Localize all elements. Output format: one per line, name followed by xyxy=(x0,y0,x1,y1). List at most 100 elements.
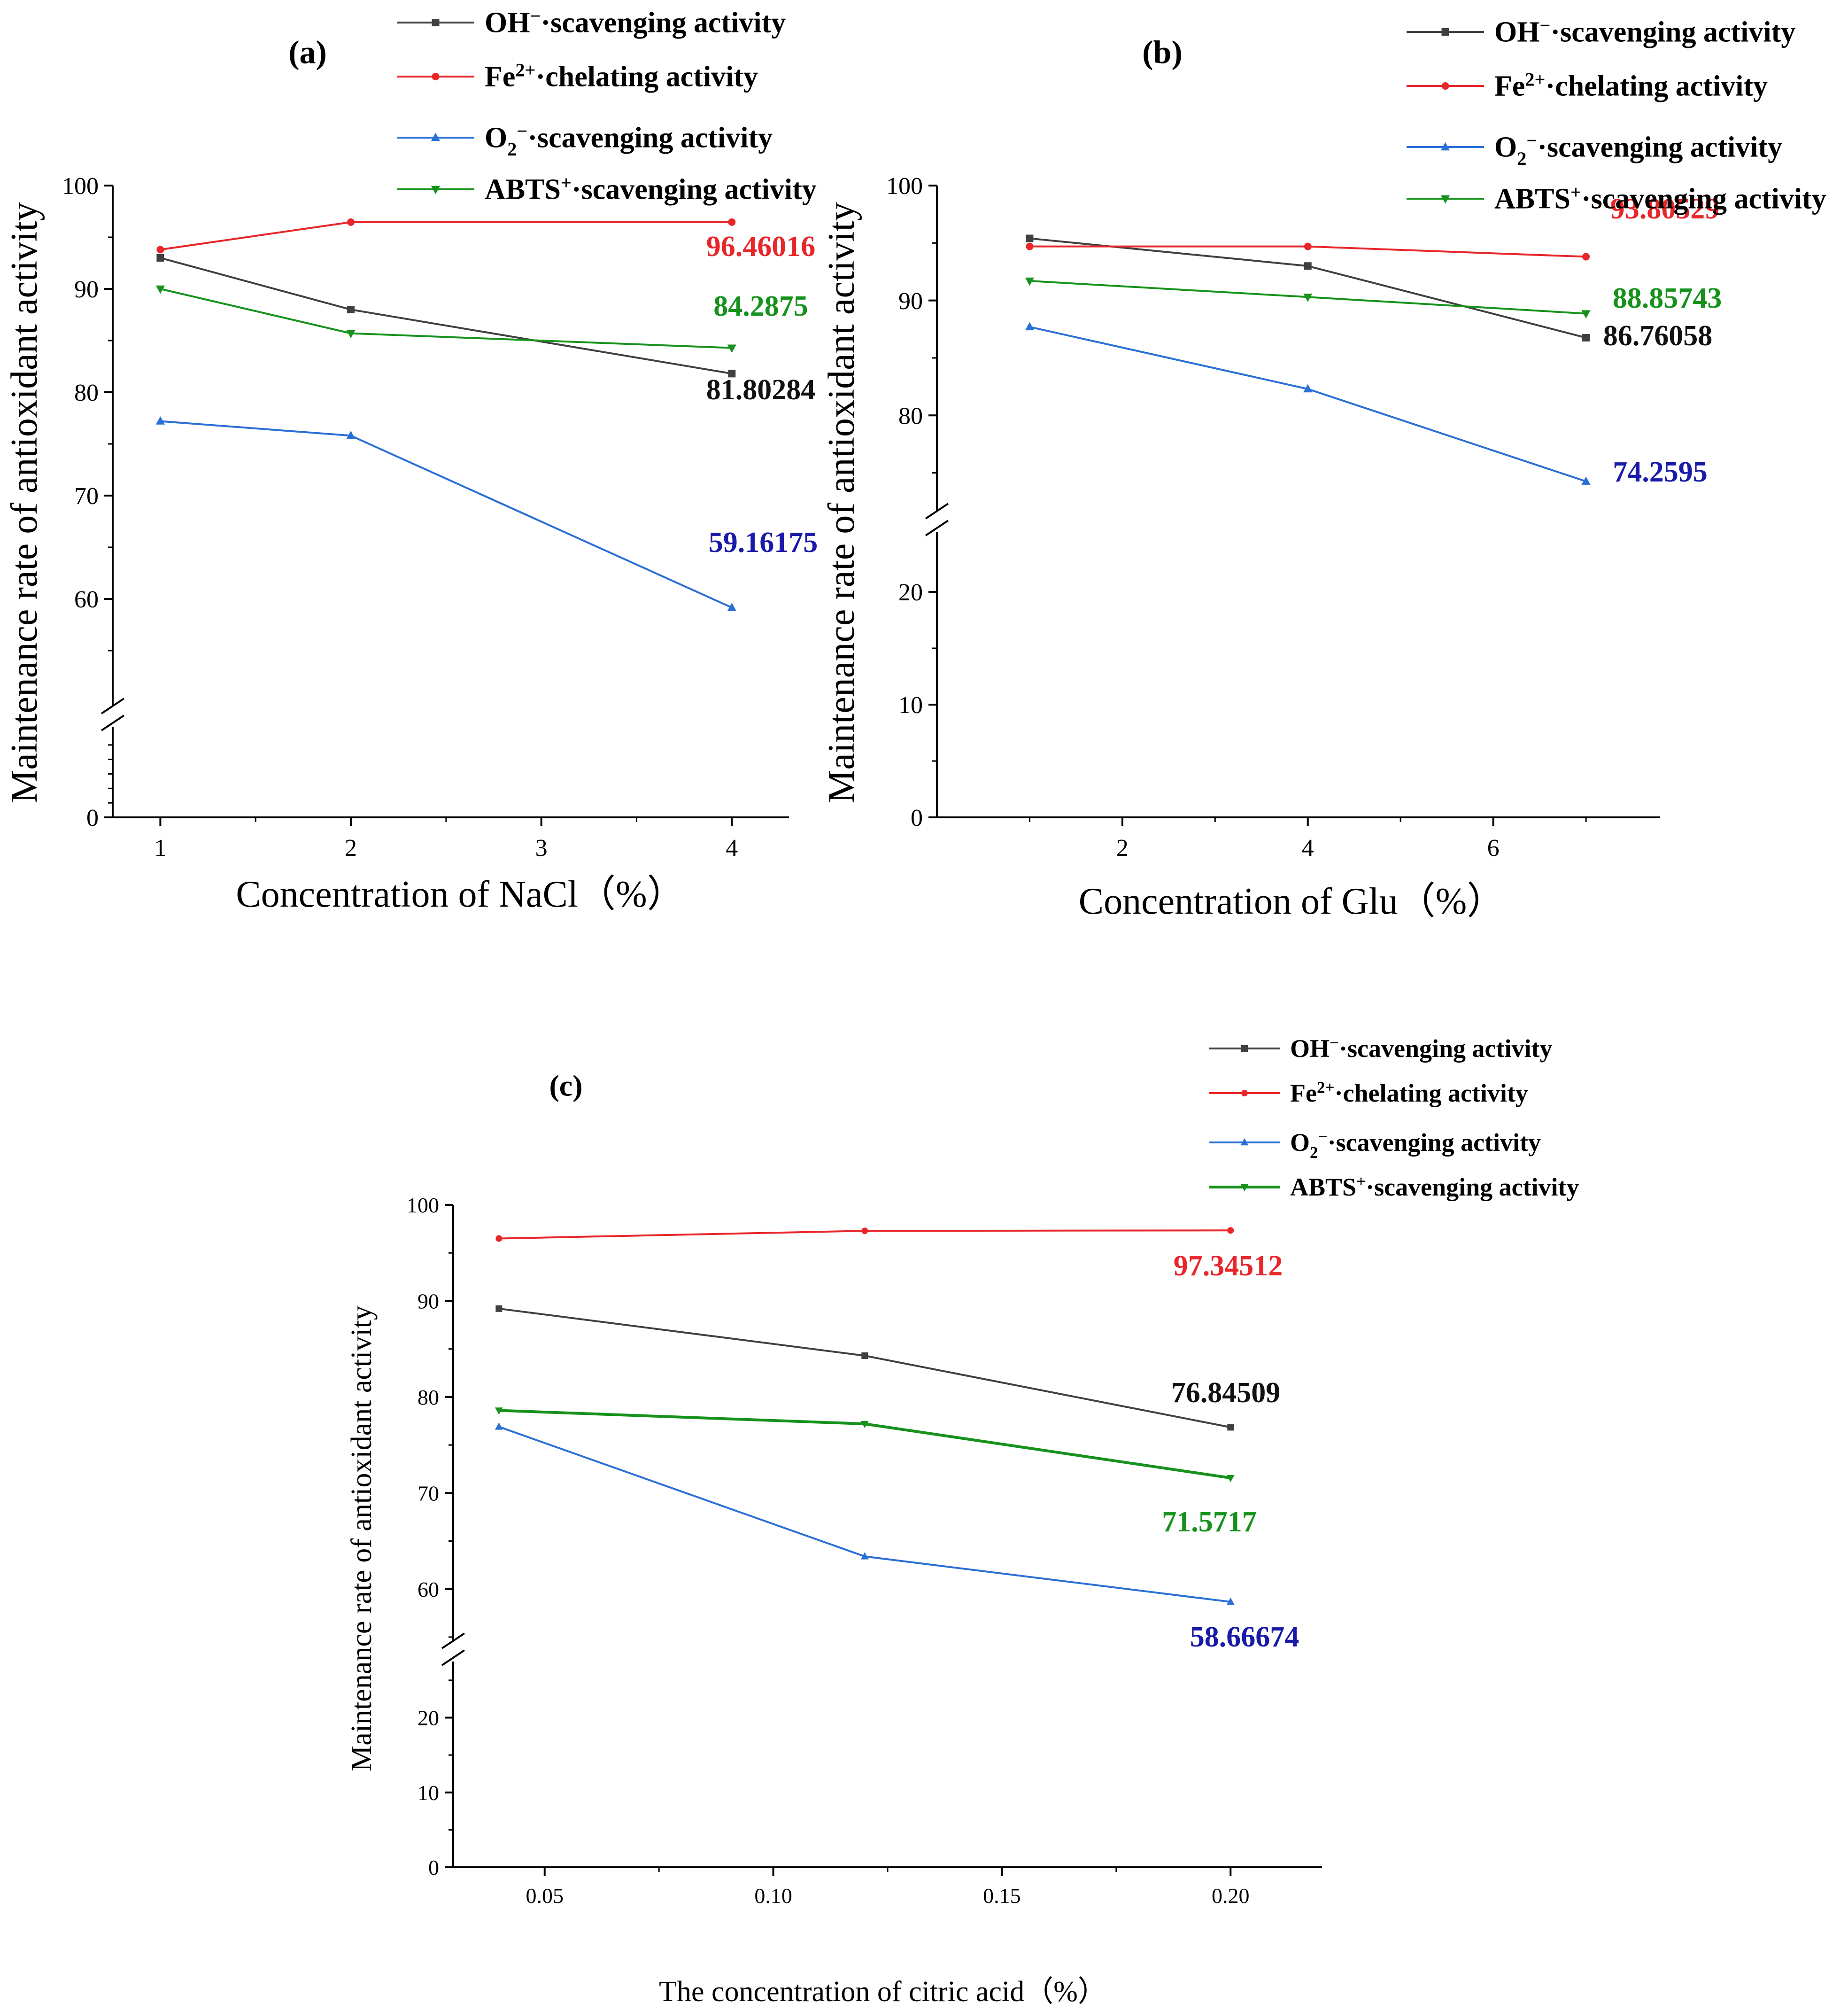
axis-break-mark xyxy=(925,503,949,520)
data-point xyxy=(346,431,356,439)
legend-main: Fe xyxy=(1290,1079,1317,1107)
legend-rest: ·chelating activity xyxy=(1334,1079,1528,1107)
legend-marker xyxy=(1441,28,1449,36)
legend-main: ABTS xyxy=(485,173,561,205)
legend-label: O2−·scavenging activity xyxy=(1290,1127,1541,1161)
panel-label: (b) xyxy=(1142,35,1183,71)
data-label: 93.80529 xyxy=(1610,193,1720,225)
data-point xyxy=(346,330,356,338)
y-tick-label: 100 xyxy=(886,173,923,200)
data-point xyxy=(495,1407,503,1415)
x-tick-label: 4 xyxy=(1302,835,1314,862)
legend-marker xyxy=(431,186,441,194)
legend-main: ABTS xyxy=(1494,183,1570,215)
x-tick-label: 4 xyxy=(726,835,738,862)
data-point xyxy=(156,254,164,262)
legend-rest: ·chelating activity xyxy=(536,61,758,93)
legend-sup: 2+ xyxy=(515,59,535,80)
data-point xyxy=(861,1352,868,1359)
legend-rest: ·scavenging activity xyxy=(572,173,817,205)
data-point xyxy=(1304,242,1312,250)
legend-main: OH xyxy=(1290,1034,1330,1063)
y-tick-label: 20 xyxy=(418,1706,439,1730)
legend-label: O2−·scavenging activity xyxy=(485,120,773,159)
axis-break-mark xyxy=(441,1632,465,1649)
series-3 xyxy=(1025,322,1591,485)
legend-main: OH xyxy=(1494,16,1539,48)
y-tick-label: 60 xyxy=(74,586,99,613)
legend-sup: − xyxy=(530,5,541,26)
data-point xyxy=(1582,253,1590,261)
data-label: 86.76058 xyxy=(1603,320,1713,352)
legend-rest: ·scavenging activity xyxy=(1366,1173,1579,1201)
legend-sup: − xyxy=(1526,130,1537,151)
x-tick-label: 0.20 xyxy=(1212,1884,1250,1908)
data-point xyxy=(495,1235,503,1242)
data-point xyxy=(1026,242,1034,250)
data-label: 71.5717 xyxy=(1162,1506,1257,1538)
data-point xyxy=(1581,476,1591,485)
data-label: 74.2595 xyxy=(1613,456,1708,488)
legend-marker xyxy=(1241,1045,1248,1052)
legend-main: ABTS xyxy=(1290,1173,1356,1201)
x-tick-label: 0.15 xyxy=(983,1884,1021,1908)
series-2 xyxy=(1026,242,1590,261)
legend-label: Fe2+·chelating activity xyxy=(1494,69,1768,102)
data-point xyxy=(156,246,164,254)
legend-main: Fe xyxy=(485,61,515,93)
y-tick-label: 90 xyxy=(418,1289,439,1313)
data-point xyxy=(495,1422,503,1430)
data-point xyxy=(1304,262,1312,270)
legend-label: ABTS+·scavenging activity xyxy=(1494,181,1826,215)
panel-c: 60 70 80 90 100 0 10 20 0.05 0.10 0.15 0.20 The conc… xyxy=(346,1033,1579,2008)
legend-sup: + xyxy=(561,172,572,193)
legend-main: O xyxy=(485,122,507,154)
data-point xyxy=(860,1552,869,1560)
legend-rest: ·scavenging activity xyxy=(1328,1128,1541,1157)
legend-marker xyxy=(1440,142,1450,151)
y-tick-label: 60 xyxy=(418,1577,439,1601)
legend-marker xyxy=(1240,1184,1249,1192)
legend-sup: + xyxy=(1570,181,1581,202)
legend-label: OH−·scavenging activity xyxy=(485,5,786,39)
axis-break-mark xyxy=(101,714,125,731)
legend-label: Fe2+·chelating activity xyxy=(485,59,758,93)
axis-break-mark xyxy=(441,1649,465,1666)
legend-rest: ·scavenging activity xyxy=(1537,131,1782,163)
data-point xyxy=(727,344,736,353)
data-point xyxy=(1227,1424,1234,1431)
y-tick-label: 80 xyxy=(418,1385,439,1409)
data-point xyxy=(1026,234,1034,242)
y-tick-label: 20 xyxy=(898,579,923,606)
data-point xyxy=(728,370,736,378)
data-point xyxy=(1227,1227,1234,1234)
legend-label: ABTS+·scavenging activity xyxy=(1290,1172,1579,1201)
series-2 xyxy=(495,1227,1234,1242)
series-4 xyxy=(1025,277,1591,318)
legend-sup: − xyxy=(1330,1033,1339,1052)
data-point xyxy=(728,218,736,226)
data-point xyxy=(860,1421,869,1429)
x-axis-label: Concentration of NaCl（%） xyxy=(236,874,684,915)
y-tick-label: 90 xyxy=(898,288,923,315)
series-4 xyxy=(495,1407,1235,1483)
y-axis-label: Maintenance rate of antioxidant activity xyxy=(346,1305,378,1771)
y-tick-label: 100 xyxy=(407,1193,439,1217)
y-tick-label: 100 xyxy=(62,173,99,200)
data-label: 97.34512 xyxy=(1174,1250,1283,1282)
y-tick-label: 10 xyxy=(418,1781,439,1805)
legend-main: O xyxy=(1494,131,1517,163)
series-3 xyxy=(155,416,736,611)
data-point xyxy=(155,285,165,294)
legend-marker xyxy=(432,19,440,26)
data-point xyxy=(1303,384,1313,393)
y-tick-label: 0 xyxy=(428,1856,439,1879)
data-label: 84.2875 xyxy=(713,290,808,322)
legend-sup: + xyxy=(1356,1172,1366,1190)
legend-marker xyxy=(431,132,441,141)
panel-label: (a) xyxy=(288,35,327,71)
x-tick-label: 3 xyxy=(535,835,548,862)
y-tick-label: 80 xyxy=(898,403,923,429)
y-tick-label: 80 xyxy=(74,380,99,406)
